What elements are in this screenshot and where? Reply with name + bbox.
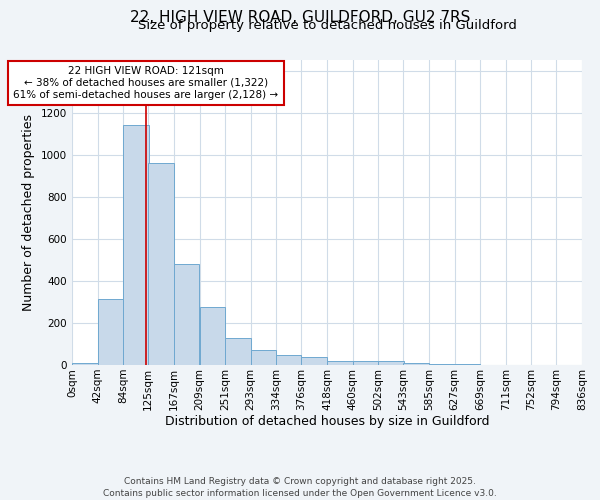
Bar	[225, 338, 251, 365]
Text: 22, HIGH VIEW ROAD, GUILDFORD, GU2 7RS: 22, HIGH VIEW ROAD, GUILDFORD, GU2 7RS	[130, 10, 470, 25]
Bar	[199, 307, 225, 365]
Bar	[251, 350, 277, 365]
Bar	[403, 363, 429, 365]
Bar	[148, 163, 174, 365]
Bar	[72, 364, 98, 365]
Bar	[174, 264, 199, 365]
Text: 22 HIGH VIEW ROAD: 121sqm
← 38% of detached houses are smaller (1,322)
61% of se: 22 HIGH VIEW ROAD: 121sqm ← 38% of detac…	[13, 66, 278, 100]
Bar	[276, 355, 301, 365]
X-axis label: Distribution of detached houses by size in Guildford: Distribution of detached houses by size …	[165, 416, 489, 428]
Bar	[353, 361, 378, 365]
Bar	[301, 356, 327, 365]
Bar	[455, 364, 480, 365]
Bar	[378, 361, 404, 365]
Bar	[123, 125, 149, 365]
Bar	[429, 364, 455, 365]
Bar	[327, 361, 353, 365]
Bar	[98, 298, 123, 365]
Title: Size of property relative to detached houses in Guildford: Size of property relative to detached ho…	[137, 20, 517, 32]
Y-axis label: Number of detached properties: Number of detached properties	[22, 114, 35, 311]
Text: Contains HM Land Registry data © Crown copyright and database right 2025.
Contai: Contains HM Land Registry data © Crown c…	[103, 476, 497, 498]
